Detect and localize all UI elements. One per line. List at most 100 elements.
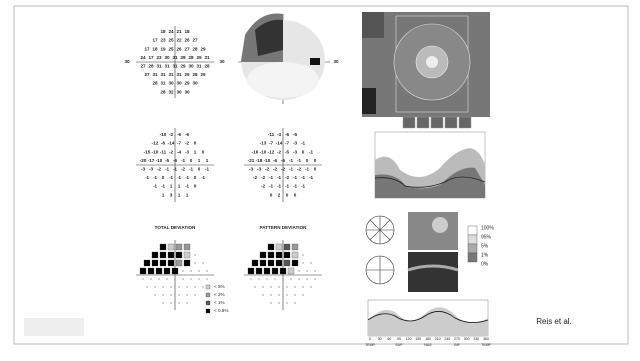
- prob-dot: [274, 278, 276, 280]
- field-value: 0: [314, 167, 317, 172]
- colorbar-label: 1%: [481, 252, 489, 258]
- prob-dot: [254, 286, 256, 288]
- field-value: -10: [156, 158, 163, 163]
- field-value: -1: [293, 184, 298, 189]
- field-value: -3: [149, 167, 154, 172]
- field-value: 2: [278, 192, 281, 197]
- axis-label: 30: [333, 59, 339, 64]
- field-value: 1: [186, 192, 189, 197]
- region-label: INF: [454, 343, 460, 347]
- field-value: -2: [157, 167, 162, 172]
- prob-symbol: [275, 251, 283, 259]
- prob-symbol: [175, 259, 183, 267]
- prob-dot: [166, 278, 168, 280]
- prob-dot: [270, 286, 272, 288]
- x-tick-label: 210: [435, 337, 441, 341]
- field-value: -2: [253, 175, 258, 180]
- prob-symbol: [183, 259, 191, 267]
- prob-symbol: [259, 251, 267, 259]
- field-value: -6: [177, 132, 182, 137]
- prob-dot: [290, 278, 292, 280]
- prob-symbol: [171, 267, 179, 275]
- field-value: -1: [201, 175, 206, 180]
- prob-symbol: [151, 259, 159, 267]
- field-value: -1: [309, 149, 314, 154]
- watermark: [24, 318, 84, 336]
- colorbar-label: 0%: [481, 261, 489, 267]
- field-value: 30: [164, 55, 170, 60]
- field-value: -5: [165, 158, 170, 163]
- field-value: 29: [196, 55, 202, 60]
- field-value: 0: [194, 141, 197, 146]
- legend-label: < 5%: [214, 284, 225, 289]
- colorbar-label: 100%: [481, 225, 494, 231]
- field-value: -6: [273, 158, 278, 163]
- field-value: 31: [176, 72, 182, 77]
- field-value: 28: [148, 64, 154, 69]
- field-value: 0: [314, 158, 317, 163]
- x-tick-label: 360: [483, 337, 489, 341]
- x-tick-label: 30: [378, 337, 382, 341]
- field-value: 24: [168, 29, 174, 34]
- field-value: -6: [173, 158, 178, 163]
- field-value: 0: [202, 149, 205, 154]
- field-value: -3: [277, 132, 282, 137]
- prob-symbol: [167, 251, 175, 259]
- field-value: -2: [273, 167, 278, 172]
- legend-label: < 0.5%: [214, 308, 228, 313]
- prob-symbol: [159, 243, 167, 251]
- field-value: -3: [257, 167, 262, 172]
- x-tick-label: 300: [464, 337, 470, 341]
- field-value: 23: [156, 55, 162, 60]
- prob-dot: [158, 278, 160, 280]
- prob-dot: [190, 278, 192, 280]
- field-value: -10: [260, 149, 267, 154]
- prob-dot: [310, 262, 312, 264]
- prob-symbol: [267, 243, 275, 251]
- field-value: -2: [261, 184, 266, 189]
- prob-dot: [206, 278, 208, 280]
- field-value: 28: [160, 89, 166, 94]
- x-tick-label: 0: [369, 337, 371, 341]
- field-value: -1: [173, 167, 178, 172]
- legend-swatch: [205, 284, 211, 290]
- fundus-photo: [408, 212, 458, 250]
- x-tick-label: 180: [425, 337, 431, 341]
- field-value: 1: [178, 184, 181, 189]
- prob-dot: [286, 302, 288, 304]
- field-value: 28: [188, 55, 194, 60]
- field-value: 21: [176, 29, 182, 34]
- prob-dot: [262, 294, 264, 296]
- field-value: -18: [256, 158, 263, 163]
- prob-symbol: [255, 267, 263, 275]
- prob-dot: [314, 270, 316, 272]
- field-value: 28: [192, 72, 198, 77]
- field-value: -10: [160, 132, 167, 137]
- field-value: 30: [192, 81, 198, 86]
- prob-symbol: [183, 251, 191, 259]
- field-value: 0: [194, 175, 197, 180]
- prob-symbol: [167, 259, 175, 267]
- field-value: -1: [305, 167, 310, 172]
- prob-dot: [294, 302, 296, 304]
- field-value: 27: [192, 38, 198, 43]
- field-value: -10: [264, 158, 271, 163]
- prob-dot: [186, 286, 188, 288]
- region-label: NAS: [424, 343, 432, 347]
- prob-dot: [178, 294, 180, 296]
- prob-symbol: [163, 267, 171, 275]
- field-value: -1: [205, 167, 210, 172]
- field-value: 0: [198, 167, 201, 172]
- field-value: 19: [160, 46, 166, 51]
- prob-dot: [194, 294, 196, 296]
- prob-dot: [170, 286, 172, 288]
- field-value: 0: [286, 192, 289, 197]
- field-value: 0: [162, 175, 165, 180]
- prob-dot: [178, 302, 180, 304]
- field-value: -1: [285, 184, 290, 189]
- field-value: -14: [276, 141, 283, 146]
- field-value: -1: [269, 184, 274, 189]
- field-value: -2: [281, 167, 286, 172]
- citation: Reis et al.: [536, 317, 572, 326]
